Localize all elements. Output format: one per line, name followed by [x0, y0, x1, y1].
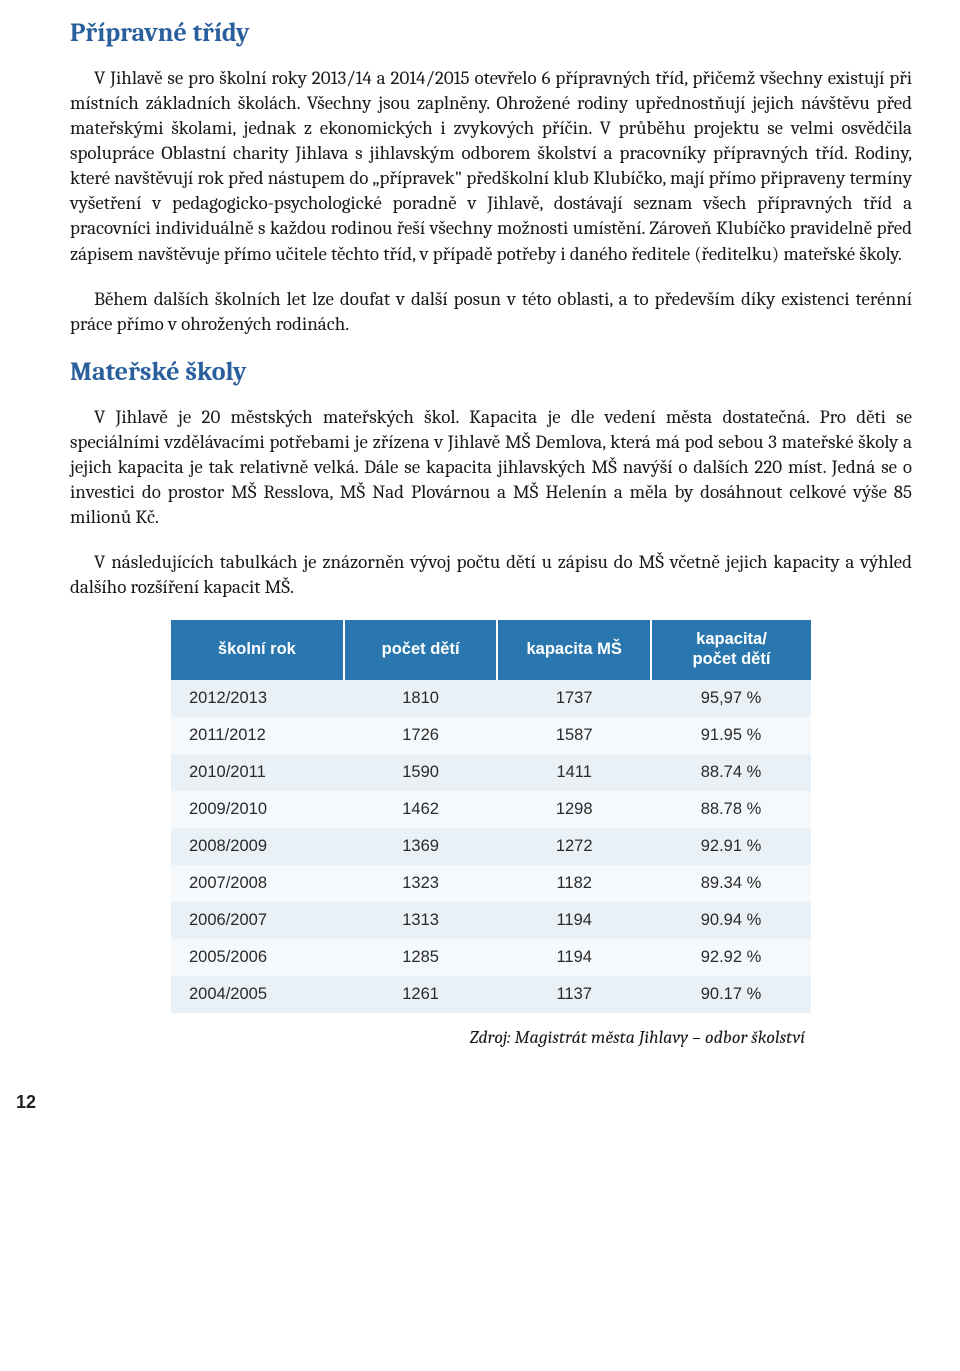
- table-cell: 2007/2008: [171, 865, 344, 902]
- table-source: Zdroj: Magistrát města Jihlavy – odbor š…: [171, 1027, 811, 1048]
- table-cell: 90.17 %: [651, 976, 811, 1013]
- table-cell: 1298: [497, 791, 651, 828]
- table-row: 2011/20121726158791.95 %: [171, 717, 811, 754]
- table-cell: 89.34 %: [651, 865, 811, 902]
- table-cell: 2011/2012: [171, 717, 344, 754]
- table-cell: 1285: [344, 939, 498, 976]
- table-row: 2010/20111590141188.74 %: [171, 754, 811, 791]
- table-cell: 88.74 %: [651, 754, 811, 791]
- table-cell: 2009/2010: [171, 791, 344, 828]
- table-cell: 1194: [497, 902, 651, 939]
- table-row: 2009/20101462129888.78 %: [171, 791, 811, 828]
- table-cell: 1261: [344, 976, 498, 1013]
- table-cell: 92.91 %: [651, 828, 811, 865]
- table-header-cell: kapacita/počet dětí: [651, 620, 811, 680]
- table-cell: 90.94 %: [651, 902, 811, 939]
- paragraph: Během dalších školních let lze doufat v …: [70, 287, 912, 337]
- table-cell: 1194: [497, 939, 651, 976]
- table-cell: 2008/2009: [171, 828, 344, 865]
- paragraph: V Jihlavě je 20 městských mateřských ško…: [70, 405, 912, 530]
- table-cell: 1182: [497, 865, 651, 902]
- table-cell: 1810: [344, 680, 498, 717]
- table-cell: 1137: [497, 976, 651, 1013]
- table-cell: 1323: [344, 865, 498, 902]
- paragraph: V následujících tabulkách je znázorněn v…: [70, 550, 912, 600]
- table-header-cell: kapacita MŠ: [497, 620, 651, 680]
- table-cell: 1272: [497, 828, 651, 865]
- table-cell: 2004/2005: [171, 976, 344, 1013]
- table-cell: 2010/2011: [171, 754, 344, 791]
- table-cell: 88.78 %: [651, 791, 811, 828]
- table-cell: 95,97 %: [651, 680, 811, 717]
- table-row: 2007/20081323118289.34 %: [171, 865, 811, 902]
- table-cell: 92.92 %: [651, 939, 811, 976]
- table-header-cell: počet dětí: [344, 620, 498, 680]
- table-cell: 1726: [344, 717, 498, 754]
- table-cell: 2012/2013: [171, 680, 344, 717]
- table-cell: 1587: [497, 717, 651, 754]
- table-row: 2012/20131810173795,97 %: [171, 680, 811, 717]
- table-cell: 2006/2007: [171, 902, 344, 939]
- kindergarten-capacity-table: školní rokpočet dětíkapacita MŠkapacita/…: [171, 620, 811, 1048]
- paragraph: V Jihlavě se pro školní roky 2013/14 a 2…: [70, 66, 912, 267]
- page-number: 12: [16, 1092, 912, 1113]
- table-cell: 1369: [344, 828, 498, 865]
- table-cell: 1737: [497, 680, 651, 717]
- heading-materske-skoly: Mateřské školy: [70, 357, 912, 387]
- table-row: 2008/20091369127292.91 %: [171, 828, 811, 865]
- table-cell: 1313: [344, 902, 498, 939]
- table-row: 2006/20071313119490.94 %: [171, 902, 811, 939]
- table-cell: 1411: [497, 754, 651, 791]
- table-cell: 91.95 %: [651, 717, 811, 754]
- table-cell: 2005/2006: [171, 939, 344, 976]
- heading-pripravne-tridy: Přípravné třídy: [70, 18, 912, 48]
- table-cell: 1462: [344, 791, 498, 828]
- table-row: 2004/20051261113790.17 %: [171, 976, 811, 1013]
- table-header-cell: školní rok: [171, 620, 344, 680]
- table-cell: 1590: [344, 754, 498, 791]
- table-row: 2005/20061285119492.92 %: [171, 939, 811, 976]
